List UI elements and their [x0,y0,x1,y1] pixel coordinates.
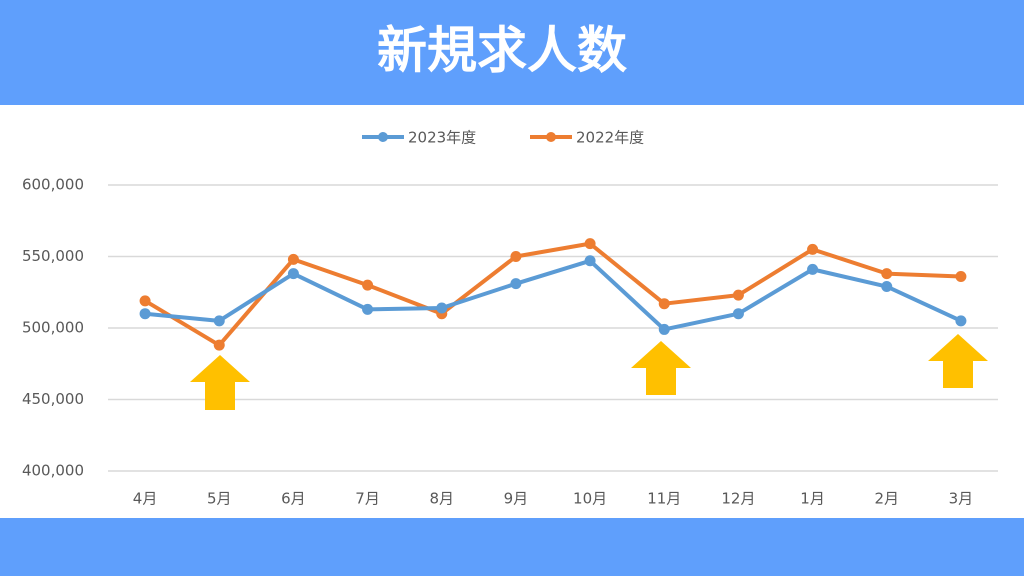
series-line [144,258,962,332]
series-line [144,241,961,348]
legend-marker [546,132,556,142]
x-tick-label: 7月 [355,490,380,508]
y-tick-label: 450,000 [22,390,84,408]
point [510,278,522,290]
point [436,302,448,314]
x-tick-label: 10月 [573,490,607,508]
point [732,308,744,320]
point [584,238,596,250]
arrow [190,355,250,410]
x-tick-label: 9月 [504,490,529,508]
x-tick-label: 5月 [207,490,232,508]
legend-label: 2023年度 [408,129,476,147]
x-tick-label: 6月 [281,490,306,508]
legend-marker [378,132,388,142]
point [955,271,967,283]
x-tick-label: 11月 [647,490,681,508]
point [510,251,522,262]
point [807,243,819,255]
x-tick-label: 4月 [133,490,158,508]
y-tick-label: 550,000 [22,247,84,265]
point [213,315,225,327]
point [955,315,967,327]
point [287,253,299,265]
point [213,339,225,351]
x-tick-label: 3月 [949,490,974,508]
point [362,279,374,291]
y-tick-label: 600,000 [22,176,84,194]
plot-background [0,105,1024,518]
point [287,268,299,280]
arrow [928,334,988,388]
point [807,263,819,275]
footer-band [0,518,1024,576]
point [658,323,670,335]
x-tick-label: 2月 [874,490,899,508]
point [732,289,744,301]
x-tick-label: 12月 [721,490,755,508]
arrows [190,334,988,410]
y-tick-label: 500,000 [22,319,84,337]
point [362,303,374,315]
chart-title: 新規求人数 [377,22,627,80]
point [881,268,893,280]
arrow [631,341,691,395]
y-tick-label: 400,000 [22,462,84,480]
point [139,308,151,320]
point [139,295,151,307]
x-tick-label: 1月 [800,490,825,508]
header-band [0,0,1024,105]
x-tick-label: 8月 [429,490,454,508]
legend-label: 2022年度 [576,129,644,147]
point [881,281,893,293]
point [658,298,670,310]
point [584,255,596,267]
